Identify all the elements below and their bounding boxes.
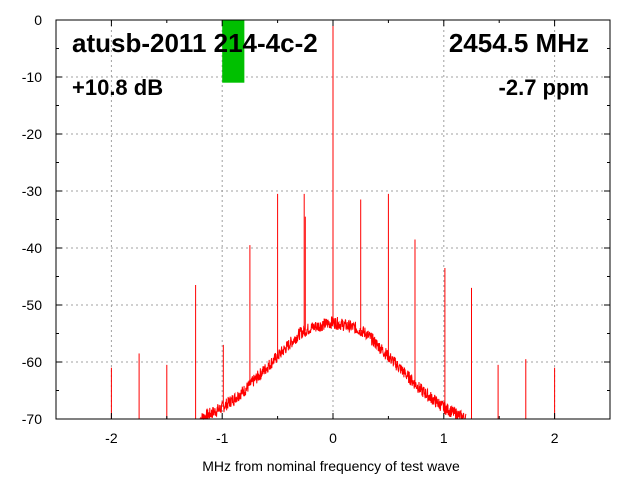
y-tick-label: -10	[22, 69, 42, 85]
frequency-label: 2454.5 MHz	[449, 28, 589, 58]
x-tick-label: -1	[216, 430, 229, 446]
y-tick-label: 0	[34, 12, 42, 28]
y-tick-label: -50	[22, 297, 42, 313]
y-tick-label: -20	[22, 126, 42, 142]
ppm-label: -2.7 ppm	[499, 75, 589, 100]
x-tick-label: 0	[329, 430, 337, 446]
y-tick-label: -70	[22, 411, 42, 427]
tick-layer: -2 -1 0 1 20-10-20-30-40-50-60-70	[22, 12, 611, 446]
gain-label: +10.8 dB	[72, 75, 163, 100]
noise-floor-trace	[199, 316, 467, 421]
x-axis-title: MHz from nominal frequency of test wave	[202, 458, 460, 474]
marker-block	[222, 20, 245, 83]
y-tick-label: -30	[22, 183, 42, 199]
marker-layer	[222, 20, 245, 83]
x-tick-label: 1	[440, 430, 448, 446]
x-tick-label: -2	[105, 430, 118, 446]
data-layer	[110, 20, 556, 421]
y-tick-label: -40	[22, 240, 42, 256]
device-title: atusb-2011 214-4c-2	[72, 28, 318, 58]
y-tick-label: -60	[22, 354, 42, 370]
x-tick-label: 2	[551, 430, 559, 446]
